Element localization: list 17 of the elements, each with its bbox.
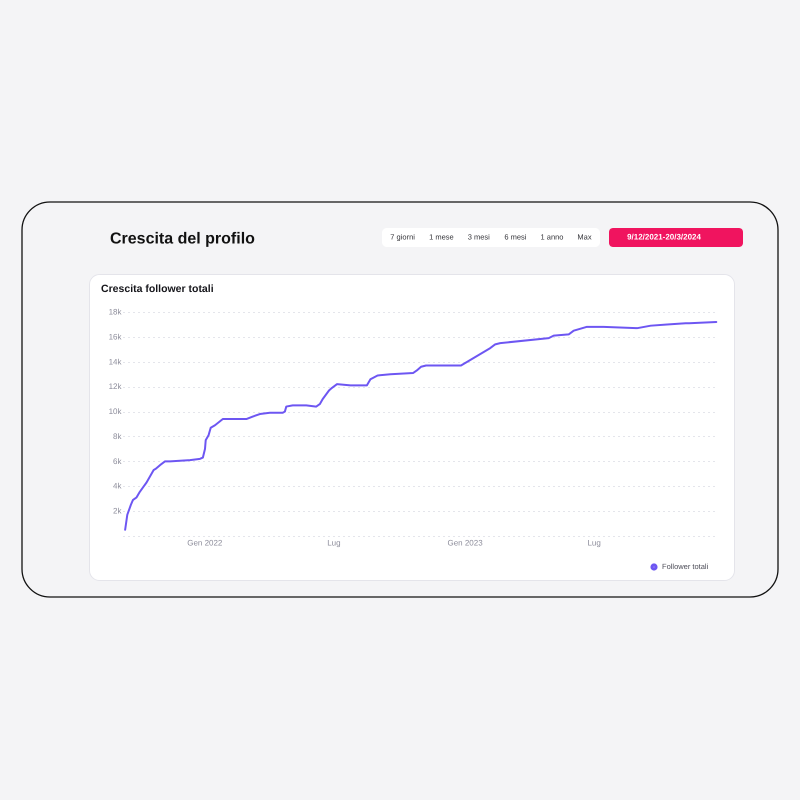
x-tick-label: Lug [327, 538, 341, 548]
y-tick-label: 6k [113, 456, 122, 466]
text: 9/12/2021-20/3/2024 [627, 232, 702, 242]
y-tick-label: 12k [108, 382, 122, 392]
y-tick-label: 10k [108, 407, 122, 416]
x-tick-label: Lug [587, 538, 601, 548]
y-tick-label: 8k [113, 432, 122, 441]
y-tick-label: 18k [108, 308, 122, 316]
y-tick-label: 2k [113, 506, 122, 516]
y-tick-label: 16k [108, 332, 122, 342]
x-tick-label: Gen 2022 [187, 538, 223, 548]
line-series [124, 320, 718, 531]
chart-title: Crescita del profilo [110, 230, 256, 248]
x-tick-label: Gen 2023 [448, 538, 484, 548]
y-tick-label: 14k [108, 357, 122, 366]
chart-subtitle: Crescita follower totali [101, 283, 214, 295]
y-tick-label: 4k [113, 482, 122, 491]
